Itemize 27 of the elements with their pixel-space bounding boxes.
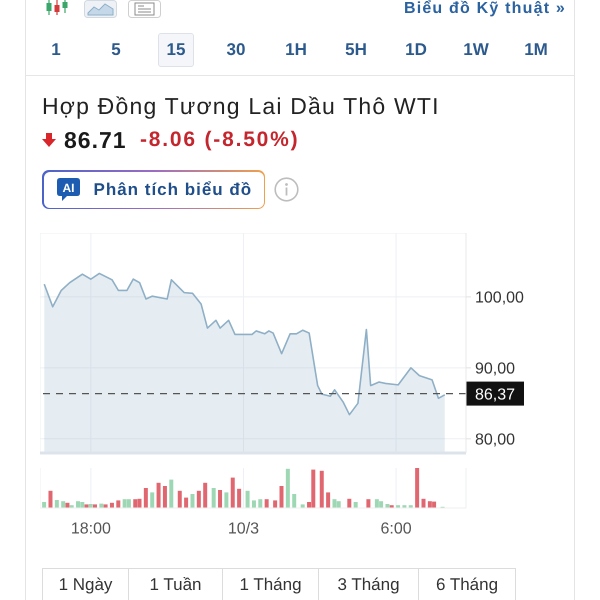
range-tab: 6 Tháng xyxy=(418,568,516,600)
range-tab: 1 Tháng xyxy=(222,568,318,600)
interval-label: 1D xyxy=(405,40,427,60)
text: -8.06 (-8.50%) xyxy=(140,128,300,151)
interval-label: 30 xyxy=(226,40,246,60)
ref-line-label: 86,37 xyxy=(474,386,516,404)
x-tick-label: 6:00 xyxy=(380,520,412,538)
interval-label: 1M xyxy=(524,40,548,60)
interval-label: 1W xyxy=(463,40,489,60)
speech-bubble-icon: AI xyxy=(56,178,80,202)
chart-title: Hợp Đồng Tương Lai Dầu Thô WTI xyxy=(42,93,440,119)
chart-analysis-button: AI Phân tích biểu đồ xyxy=(42,170,265,209)
chart-subtitle: 86.71 xyxy=(64,127,127,153)
interval-label: 1 xyxy=(51,40,61,60)
y-tick-label: 100,00 xyxy=(475,290,524,307)
text: Biểu đồ Kỹ thuật » xyxy=(404,0,566,17)
range-tab: 3 Tháng xyxy=(318,568,418,600)
x-tick-label: 10/3 xyxy=(228,520,260,538)
range-tab: 1 Tuần xyxy=(128,568,222,600)
y-tick-label: 90,00 xyxy=(475,360,516,378)
interval-label: 1H xyxy=(285,40,307,60)
range-tab: 1 Ngày xyxy=(42,568,128,600)
interval-label: 5H xyxy=(345,40,367,60)
y-tick-label: 80,00 xyxy=(475,431,516,448)
interval-label: 15 xyxy=(166,40,186,60)
x-tick-label: 18:00 xyxy=(70,520,111,538)
interval-label: 5 xyxy=(111,40,121,60)
